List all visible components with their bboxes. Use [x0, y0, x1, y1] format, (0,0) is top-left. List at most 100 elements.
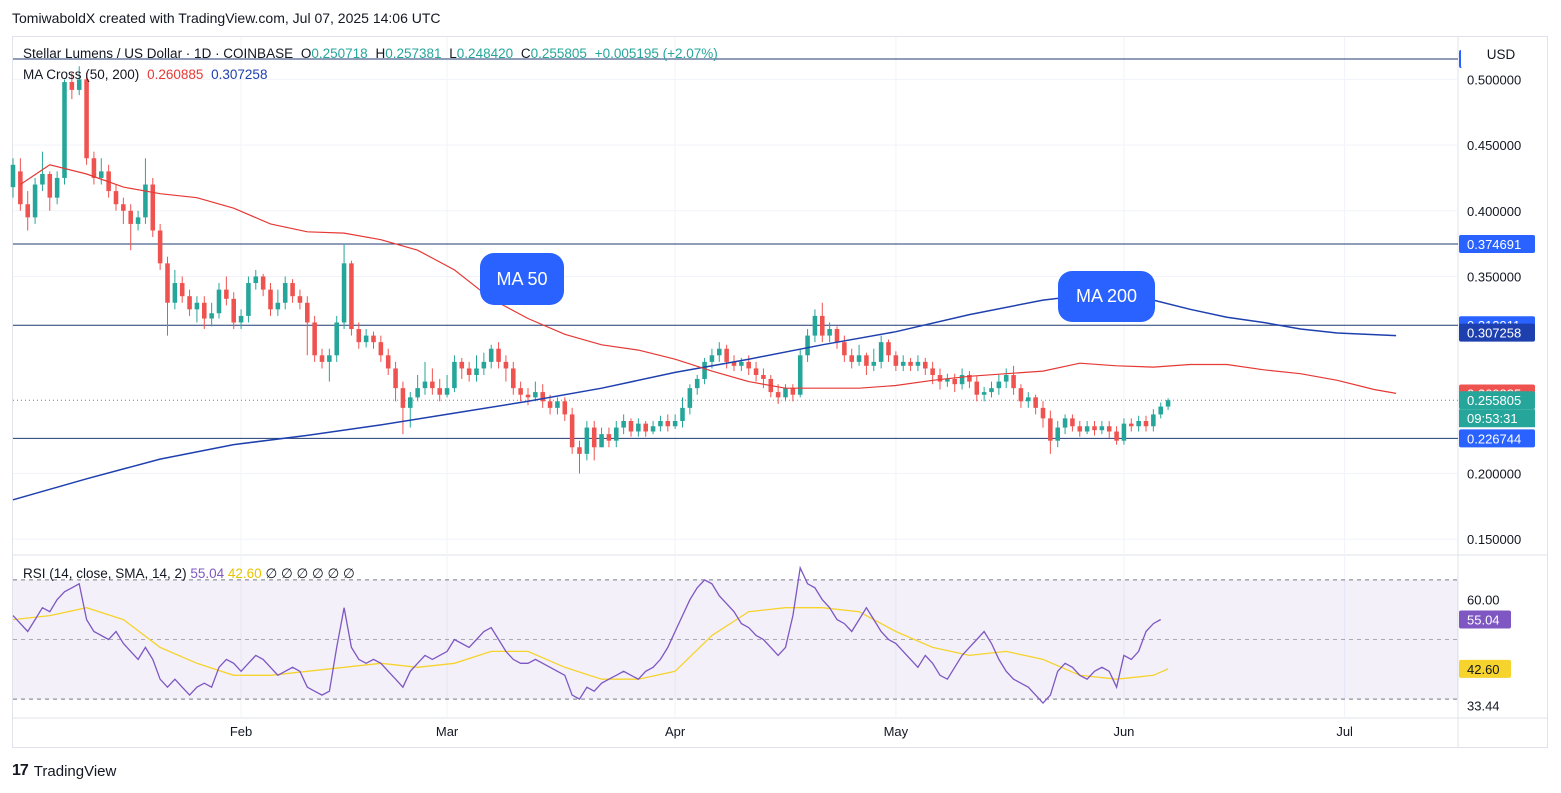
candle: [717, 348, 722, 356]
change-value: +0.005195 (+2.07%): [594, 46, 718, 61]
candle: [1121, 423, 1127, 441]
x-tick-jul: Jul: [1336, 724, 1353, 739]
candle: [99, 171, 104, 178]
attribution: TomiwaboldX created with TradingView.com…: [12, 10, 441, 26]
candle: [1151, 414, 1156, 427]
candle: [47, 174, 53, 198]
rsi-legend[interactable]: RSI (14, close, SMA, 14, 2) 55.04 42.60 …: [23, 566, 355, 582]
close-value: 0.255805: [530, 46, 587, 61]
candle: [665, 420, 671, 427]
candle: [614, 427, 619, 441]
candle: [761, 375, 766, 379]
footer-brand[interactable]: TradingView: [33, 762, 117, 780]
candle: [415, 388, 420, 398]
candle: [503, 361, 509, 369]
price-badge: [1459, 235, 1535, 254]
candle: [915, 361, 921, 366]
candle: [1033, 397, 1038, 408]
candle: [224, 289, 229, 299]
candle: [989, 388, 994, 393]
currency-button[interactable]: USD: [1461, 40, 1541, 70]
candle: [900, 361, 906, 366]
candle: [157, 230, 163, 264]
candle: [422, 381, 428, 389]
candle: [408, 397, 413, 408]
open-label: O: [300, 46, 312, 61]
rsi-sma-line: [12, 607, 1169, 680]
candle: [209, 313, 214, 319]
candle: [113, 191, 119, 205]
rsi-extra-values: ∅ ∅ ∅ ∅ ∅ ∅: [265, 566, 355, 581]
candle: [135, 217, 141, 224]
candle: [10, 164, 16, 188]
ma-legend[interactable]: MA Cross (50, 200) 0.260885 0.307258: [23, 67, 271, 82]
rsi-badge: [1459, 659, 1511, 678]
candle: [76, 79, 82, 90]
tradingview-logo-icon[interactable]: 17: [12, 762, 29, 779]
high-value: 0.257381: [385, 46, 442, 61]
price-badge-label: 0.226744: [1467, 431, 1521, 446]
ma50-callout: MA 50: [480, 253, 564, 305]
candle: [797, 355, 803, 395]
candle: [202, 302, 207, 319]
candle: [341, 263, 347, 323]
candle: [54, 177, 60, 198]
candle: [525, 394, 531, 398]
candle: [334, 322, 339, 356]
candle: [1143, 420, 1149, 427]
candle: [231, 298, 236, 323]
candle: [1077, 426, 1083, 432]
candle: [84, 79, 89, 159]
candle: [974, 381, 980, 395]
candle: [555, 401, 560, 408]
candle: [1026, 397, 1031, 402]
candle: [1070, 418, 1075, 427]
candle: [945, 378, 950, 382]
candle: [1136, 420, 1141, 427]
candle: [628, 420, 634, 432]
candle: [547, 401, 553, 408]
rsi-badge-label: 42.60: [1467, 662, 1500, 677]
candle: [981, 392, 987, 395]
x-tick-apr: Apr: [665, 724, 686, 739]
candle: [680, 407, 685, 421]
candle: [466, 368, 472, 376]
candle: [194, 302, 200, 310]
candle: [393, 368, 398, 389]
candle: [878, 342, 884, 362]
candle: [216, 289, 222, 314]
candle: [864, 355, 869, 366]
ma50-value: 0.260885: [147, 67, 204, 82]
candle: [349, 263, 354, 330]
candle: [820, 315, 825, 336]
candle: [1048, 418, 1053, 441]
candle: [650, 426, 656, 432]
candle: [709, 355, 715, 362]
candle: [378, 342, 384, 356]
candle: [150, 184, 156, 231]
candle: [246, 283, 251, 316]
footer: 17 TradingView: [12, 762, 116, 780]
ma50-line: [20, 164, 1397, 394]
candle: [658, 420, 663, 427]
rsi-legend-label: RSI (14, close, SMA, 14, 2): [23, 566, 187, 581]
candle: [260, 276, 266, 290]
candle: [1011, 375, 1016, 389]
candle: [672, 420, 678, 427]
low-label: L: [449, 46, 457, 61]
symbol-name[interactable]: Stellar Lumens / US Dollar · 1D · COINBA…: [23, 46, 294, 61]
candle: [40, 174, 45, 185]
candle: [121, 204, 126, 211]
candle: [25, 204, 30, 218]
candle: [893, 355, 899, 366]
candle: [739, 361, 744, 366]
candle: [238, 315, 244, 323]
candle: [356, 329, 362, 343]
candle: [1092, 426, 1097, 431]
candle: [842, 342, 847, 356]
candle: [518, 388, 523, 395]
rsi-sma-value: 42.60: [227, 566, 262, 581]
ma200-line: [12, 294, 1397, 501]
rsi-badge: [1459, 610, 1511, 629]
